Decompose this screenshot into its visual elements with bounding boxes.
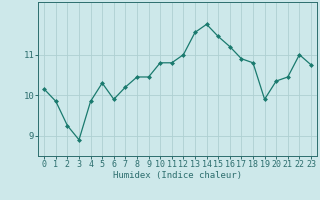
X-axis label: Humidex (Indice chaleur): Humidex (Indice chaleur) — [113, 171, 242, 180]
